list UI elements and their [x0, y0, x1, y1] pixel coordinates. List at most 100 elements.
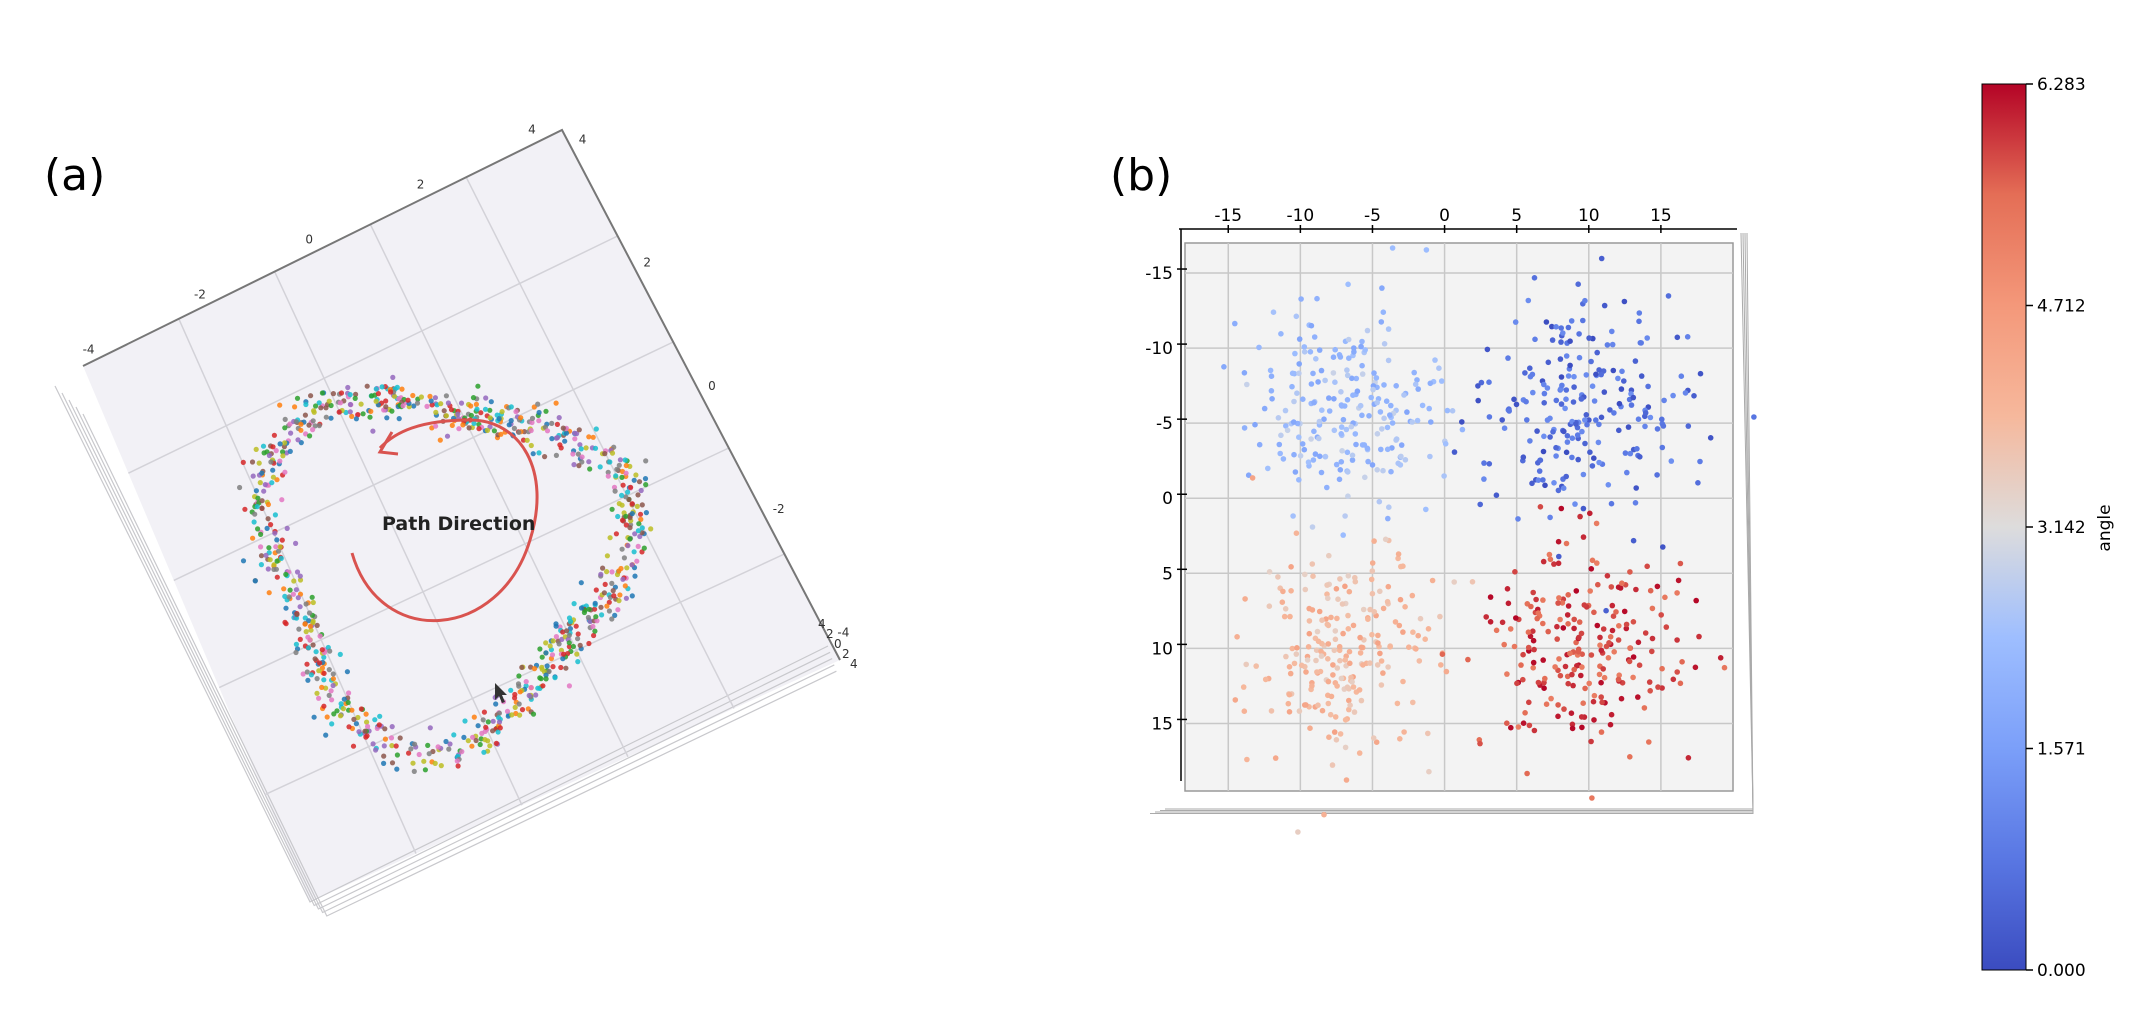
data-point	[1234, 634, 1240, 640]
data-point	[323, 414, 329, 420]
data-point	[1660, 544, 1666, 550]
panel-b-points	[1221, 245, 1757, 835]
data-point	[1335, 596, 1341, 602]
data-point	[473, 401, 479, 407]
data-point	[1597, 642, 1603, 648]
data-point	[1619, 580, 1625, 586]
data-point	[1520, 720, 1527, 726]
data-point	[512, 704, 518, 711]
data-point	[1423, 506, 1429, 513]
data-point	[543, 672, 549, 678]
data-point	[308, 393, 314, 399]
data-point	[275, 548, 282, 554]
data-point	[1682, 390, 1689, 396]
data-point	[1324, 484, 1330, 491]
data-point	[1380, 605, 1387, 612]
data-point	[1369, 560, 1376, 566]
data-point	[1598, 679, 1604, 686]
data-point	[1465, 656, 1471, 663]
data-point	[1580, 534, 1587, 540]
data-point	[1659, 444, 1666, 451]
data-point	[370, 741, 376, 747]
data-point	[1310, 573, 1316, 579]
data-point	[1324, 621, 1331, 628]
data-point	[1605, 482, 1612, 488]
data-point	[298, 421, 304, 427]
data-point	[1332, 636, 1339, 643]
data-point	[1278, 331, 1284, 337]
data-point	[1394, 700, 1401, 707]
data-point	[487, 415, 493, 421]
data-point	[1397, 596, 1404, 603]
data-point	[1564, 433, 1571, 439]
data-point	[1501, 425, 1508, 432]
data-point	[1512, 319, 1519, 325]
data-point	[1530, 637, 1537, 644]
data-point	[1256, 344, 1262, 351]
data-point	[577, 642, 583, 649]
data-point	[1527, 438, 1533, 444]
data-point	[1416, 658, 1423, 664]
data-point	[1568, 318, 1575, 324]
data-point	[1684, 334, 1691, 340]
data-point	[516, 673, 522, 679]
data-point	[328, 402, 334, 409]
data-point	[1529, 371, 1536, 378]
data-point	[1306, 618, 1313, 624]
data-point	[1641, 705, 1648, 711]
data-point	[573, 623, 579, 629]
data-point	[536, 418, 542, 424]
data-point	[1619, 368, 1625, 375]
data-point	[546, 668, 552, 675]
pane-edge-line	[54, 385, 829, 903]
data-point	[278, 555, 284, 562]
data-point	[622, 457, 628, 463]
colorbar-tick-label: 3.142	[2037, 518, 2086, 538]
data-point	[1316, 608, 1323, 615]
data-point	[488, 399, 494, 405]
data-point	[256, 460, 262, 466]
data-point	[1581, 602, 1588, 608]
colorbar: 0.000 1.571 3.142 4.712 6.283 angle	[1981, 75, 2115, 981]
data-point	[422, 767, 428, 773]
data-point	[381, 760, 387, 767]
data-point	[326, 692, 332, 699]
data-point	[1604, 573, 1611, 579]
data-point	[1381, 341, 1388, 347]
panel-label-b: (b)	[1110, 150, 1172, 201]
data-point	[567, 618, 574, 625]
axis-tick-label: -2	[773, 502, 785, 516]
data-point	[1419, 402, 1426, 409]
data-point	[277, 441, 283, 447]
data-point	[1571, 616, 1577, 623]
data-point	[1369, 590, 1376, 597]
data-point	[306, 422, 312, 428]
data-point	[543, 676, 549, 682]
data-point	[478, 410, 484, 416]
data-point	[535, 685, 541, 691]
data-point	[296, 626, 302, 632]
data-point	[1332, 346, 1338, 353]
data-point	[1532, 336, 1538, 343]
data-point	[553, 400, 559, 406]
data-point	[567, 626, 574, 632]
data-point	[604, 603, 610, 609]
data-point	[1298, 662, 1305, 669]
data-point	[1232, 697, 1239, 703]
data-point	[1589, 795, 1595, 801]
data-point	[1567, 362, 1573, 369]
data-point	[330, 676, 336, 682]
data-point	[311, 714, 317, 720]
data-point	[1504, 586, 1511, 592]
data-point	[622, 583, 628, 589]
data-point	[1221, 364, 1227, 370]
data-point	[1573, 588, 1580, 594]
data-point	[1269, 396, 1275, 402]
data-point	[1504, 720, 1510, 726]
data-point	[314, 690, 320, 696]
data-point	[286, 594, 292, 600]
data-point	[1327, 711, 1334, 718]
axis-tick-label: -4	[83, 342, 95, 356]
data-point	[389, 760, 396, 766]
data-point	[1371, 609, 1378, 615]
